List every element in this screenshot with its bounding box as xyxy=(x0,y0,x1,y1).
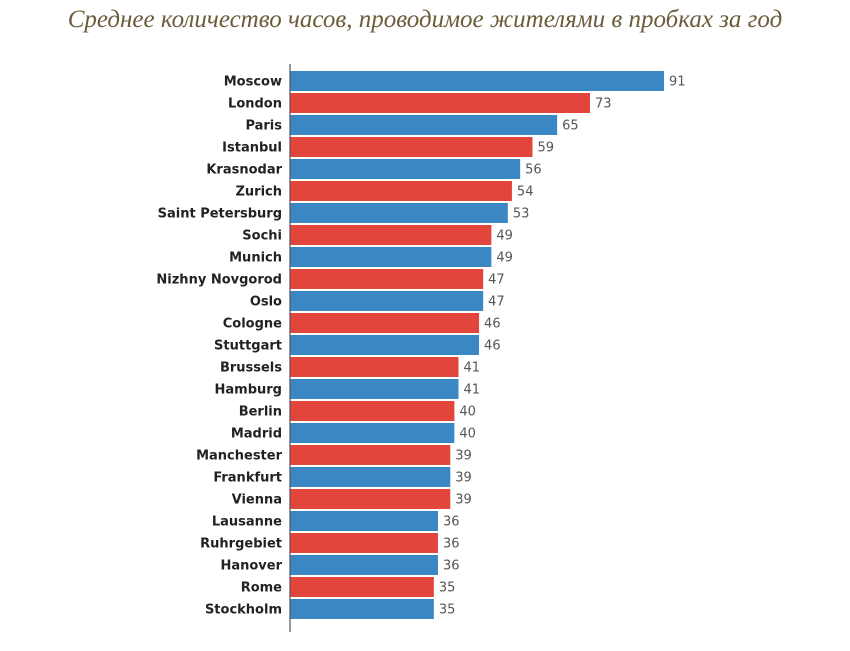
category-label: Rome xyxy=(241,581,282,596)
category-label: Nizhny Novgorod xyxy=(156,273,282,288)
value-label: 35 xyxy=(439,581,456,596)
value-label: 35 xyxy=(439,603,456,618)
value-label: 36 xyxy=(443,559,460,574)
bar-hanover xyxy=(290,555,438,575)
category-label: Berlin xyxy=(239,405,282,420)
bar-istanbul xyxy=(290,137,533,157)
category-label: Istanbul xyxy=(222,141,282,156)
chart-title: Среднее количество часов, проводимое жит… xyxy=(67,6,783,33)
value-label: 65 xyxy=(562,119,579,134)
bar-lausanne xyxy=(290,511,438,531)
bar-berlin xyxy=(290,401,455,421)
category-label: Saint Petersburg xyxy=(158,207,282,222)
category-label: Paris xyxy=(245,119,282,134)
bar-zurich xyxy=(290,181,512,201)
category-label: Ruhrgebiet xyxy=(200,537,282,552)
value-label: 54 xyxy=(517,185,534,200)
value-label: 56 xyxy=(525,163,542,178)
bar-madrid xyxy=(290,423,455,443)
category-label: Vienna xyxy=(232,493,282,508)
category-label: Cologne xyxy=(223,317,282,332)
value-label: 53 xyxy=(513,207,530,222)
bar-rome xyxy=(290,577,434,597)
bar-brussels xyxy=(290,357,459,377)
category-label: Madrid xyxy=(231,427,282,442)
bar-ruhrgebiet xyxy=(290,533,438,553)
value-label: 47 xyxy=(488,295,505,310)
category-label: Stockholm xyxy=(205,603,282,618)
bar-hamburg xyxy=(290,379,459,399)
value-label: 41 xyxy=(464,383,481,398)
category-label: Frankfurt xyxy=(213,471,282,486)
value-label: 39 xyxy=(455,471,472,486)
bar-nizhny-novgorod xyxy=(290,269,484,289)
value-label: 46 xyxy=(484,317,501,332)
bar-munich xyxy=(290,247,492,267)
bar-paris xyxy=(290,115,558,135)
value-label: 49 xyxy=(496,229,513,244)
bar-stockholm xyxy=(290,599,434,619)
bar-london xyxy=(290,93,591,113)
bar-stuttgart xyxy=(290,335,480,355)
value-label: 39 xyxy=(455,449,472,464)
category-label: Manchester xyxy=(196,449,283,464)
value-label: 73 xyxy=(595,97,612,112)
category-label: Stuttgart xyxy=(214,339,282,354)
value-label: 91 xyxy=(669,75,686,90)
bar-sochi xyxy=(290,225,492,245)
category-label: Hamburg xyxy=(215,383,282,398)
value-label: 41 xyxy=(464,361,481,376)
category-label: Sochi xyxy=(242,229,282,244)
value-label: 36 xyxy=(443,537,460,552)
value-label: 46 xyxy=(484,339,501,354)
value-label: 40 xyxy=(459,427,476,442)
category-label: London xyxy=(228,97,282,112)
bar-krasnodar xyxy=(290,159,521,179)
bar-oslo xyxy=(290,291,484,311)
category-label: Hanover xyxy=(220,559,282,574)
category-labels: Moscow London Paris Istanbul Krasnodar Zurich… xyxy=(156,75,282,618)
bar-frankfurt xyxy=(290,467,451,487)
value-labels: 9173655956545349494747464641414040393939… xyxy=(439,75,686,618)
value-label: 40 xyxy=(459,405,476,420)
value-label: 36 xyxy=(443,515,460,530)
category-label: Zurich xyxy=(235,185,282,200)
category-label: Oslo xyxy=(250,295,282,310)
value-label: 39 xyxy=(455,493,472,508)
category-label: Krasnodar xyxy=(206,163,282,178)
bars-layer xyxy=(290,71,664,619)
bar-cologne xyxy=(290,313,480,333)
value-label: 59 xyxy=(537,141,554,156)
value-label: 47 xyxy=(488,273,505,288)
bar-moscow xyxy=(290,71,664,91)
category-label: Moscow xyxy=(224,75,282,90)
bar-saint-petersburg xyxy=(290,203,508,223)
category-label: Brussels xyxy=(220,361,282,376)
category-label: Munich xyxy=(229,251,282,266)
bar-manchester xyxy=(290,445,451,465)
value-label: 49 xyxy=(496,251,513,266)
category-label: Lausanne xyxy=(212,515,282,530)
bar-vienna xyxy=(290,489,451,509)
